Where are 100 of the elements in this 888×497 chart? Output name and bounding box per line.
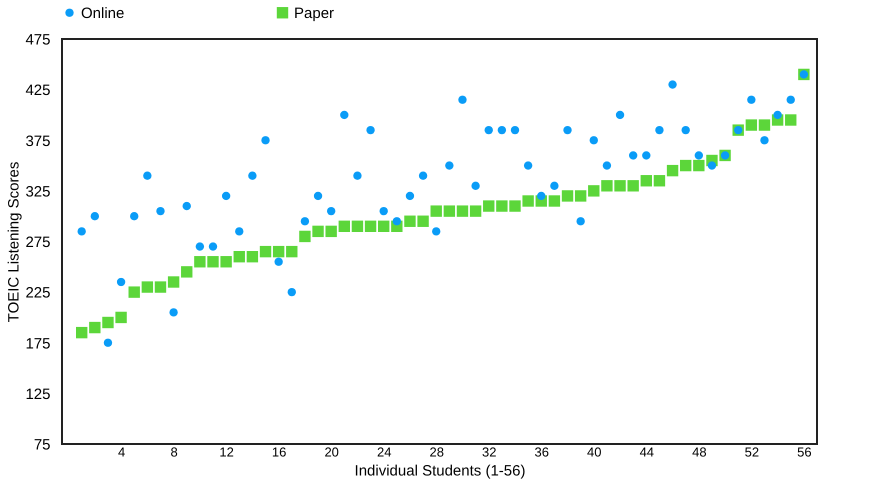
point <box>90 212 100 220</box>
point <box>524 161 532 170</box>
x-axis-title: Individual Students (1-56) <box>354 462 526 480</box>
point <box>299 230 311 242</box>
point <box>220 256 232 268</box>
point <box>286 246 298 258</box>
point <box>392 217 402 226</box>
point <box>642 151 650 160</box>
point <box>288 288 296 296</box>
point <box>496 200 508 212</box>
legend-label: Online <box>81 4 124 22</box>
point <box>234 250 245 262</box>
point <box>747 96 756 104</box>
point <box>483 200 494 212</box>
x-tick-label: 40 <box>587 444 602 460</box>
point <box>353 172 362 180</box>
point <box>758 119 770 131</box>
point <box>432 227 440 236</box>
x-tick-label: 8 <box>170 444 178 460</box>
point <box>102 316 114 328</box>
point <box>548 195 560 207</box>
x-tick-label: 56 <box>797 444 812 460</box>
point <box>154 281 166 293</box>
y-axis-title: TOEIC Listening Scores <box>5 162 22 322</box>
point <box>470 205 482 217</box>
point <box>510 126 520 134</box>
point <box>128 286 140 298</box>
point <box>655 126 664 134</box>
point <box>773 110 782 120</box>
point <box>378 220 390 232</box>
x-tick-label: 16 <box>272 444 286 460</box>
point <box>786 96 795 104</box>
point <box>456 205 468 217</box>
point <box>590 136 598 144</box>
y-tick-label: 75 <box>34 436 50 454</box>
point <box>522 195 534 207</box>
point <box>89 322 101 334</box>
legend-label: Paper <box>294 4 334 22</box>
point <box>614 180 626 192</box>
point <box>260 246 272 258</box>
point <box>509 200 521 212</box>
point <box>168 276 180 288</box>
y-tick-label: 475 <box>25 32 50 48</box>
y-tick-label: 375 <box>25 132 50 150</box>
y-tick-label: 175 <box>25 335 50 352</box>
y-tick-label: 275 <box>25 234 50 251</box>
y-tick-label: 125 <box>25 386 50 403</box>
point <box>300 217 310 226</box>
point <box>274 258 283 266</box>
y-tick-label: 425 <box>25 82 50 100</box>
point <box>471 182 480 190</box>
point <box>130 212 138 220</box>
point <box>406 192 414 200</box>
point <box>326 206 336 216</box>
point <box>708 161 716 170</box>
point <box>314 192 322 200</box>
point <box>116 278 126 286</box>
point <box>142 281 154 293</box>
point <box>207 256 219 268</box>
point <box>104 338 112 347</box>
point <box>78 227 86 236</box>
point <box>404 216 416 227</box>
point <box>666 164 678 176</box>
point <box>654 175 666 186</box>
point <box>627 180 639 192</box>
point <box>628 151 638 160</box>
point <box>272 246 284 258</box>
point <box>682 126 690 134</box>
point <box>445 161 454 170</box>
point <box>668 80 677 89</box>
x-tick-label: 4 <box>118 444 126 460</box>
x-tick-label: 36 <box>534 444 549 460</box>
point <box>484 126 493 134</box>
point <box>208 242 218 251</box>
point <box>417 216 429 227</box>
x-tick-label: 32 <box>482 444 496 460</box>
point <box>418 172 428 180</box>
point <box>325 226 337 238</box>
point <box>246 250 258 262</box>
point <box>338 220 350 232</box>
point <box>576 217 585 226</box>
point <box>430 205 442 217</box>
point <box>562 190 574 202</box>
point <box>563 126 572 134</box>
point <box>182 202 191 210</box>
point <box>693 160 705 172</box>
point <box>640 175 652 186</box>
point <box>196 242 204 251</box>
point <box>574 190 586 202</box>
point <box>588 185 600 197</box>
point <box>601 180 613 192</box>
point <box>352 220 364 232</box>
x-tick-label: 20 <box>324 444 339 460</box>
point <box>76 326 88 338</box>
point <box>366 126 375 134</box>
point <box>115 312 127 324</box>
x-tick-label: 28 <box>429 444 444 460</box>
point <box>680 160 692 172</box>
point <box>194 256 206 268</box>
x-tick-label: 52 <box>744 444 760 460</box>
